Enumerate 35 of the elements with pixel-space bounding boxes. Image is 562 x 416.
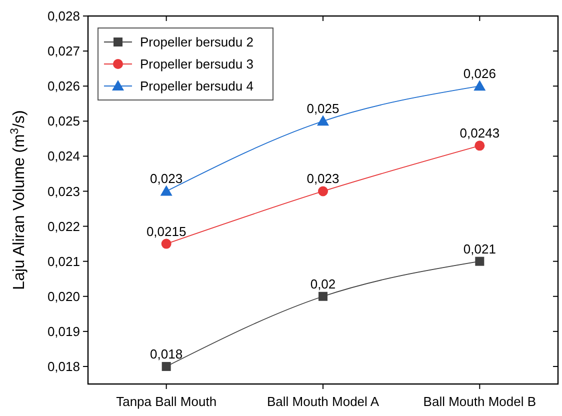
legend-label: Propeller bersudu 3: [140, 56, 254, 72]
data-label: 0,023: [150, 171, 183, 186]
y-tick-label: 0,026: [47, 78, 80, 94]
point: [475, 256, 484, 266]
data-label: 0,021: [463, 241, 496, 256]
x-tick-label: Tanpa Ball Mouth: [116, 394, 217, 409]
x-tick-label: Ball Mouth Model B: [423, 394, 536, 409]
y-tick-label: 0,027: [47, 44, 80, 59]
data-label: 0,026: [463, 66, 496, 82]
point: [160, 185, 172, 196]
y-tick-label: 0,020: [47, 288, 80, 304]
point: [161, 238, 172, 249]
x-tick-label: Ball Mouth Model A: [266, 394, 380, 409]
point: [474, 80, 486, 91]
point: [162, 362, 171, 371]
y-tick-label: 0,021: [47, 254, 80, 269]
data-label: 0,023: [306, 171, 340, 186]
y-tick-label: 0,022: [47, 218, 80, 234]
data-label: 0,0215: [146, 224, 186, 239]
y-tick-label: 0,018: [47, 359, 80, 374]
y-tick-label: 0,025: [47, 114, 80, 129]
y-tick-label: 0,028: [47, 8, 80, 24]
data-label: 0,025: [306, 101, 340, 116]
data-label: 0,02: [310, 276, 336, 292]
data-label: 0,018: [150, 346, 183, 362]
point: [318, 186, 328, 196]
legend-label: Propeller bersudu 2: [140, 34, 254, 50]
data-label: 0,0243: [460, 126, 500, 141]
y-tick-label: 0,019: [47, 324, 80, 339]
y-tick-label: 0,024: [47, 148, 80, 164]
legend-label: Propeller bersudu 4: [140, 78, 254, 94]
y-tick-label: 0,023: [47, 184, 80, 199]
point: [318, 292, 328, 301]
point: [474, 140, 485, 151]
point: [317, 115, 329, 126]
